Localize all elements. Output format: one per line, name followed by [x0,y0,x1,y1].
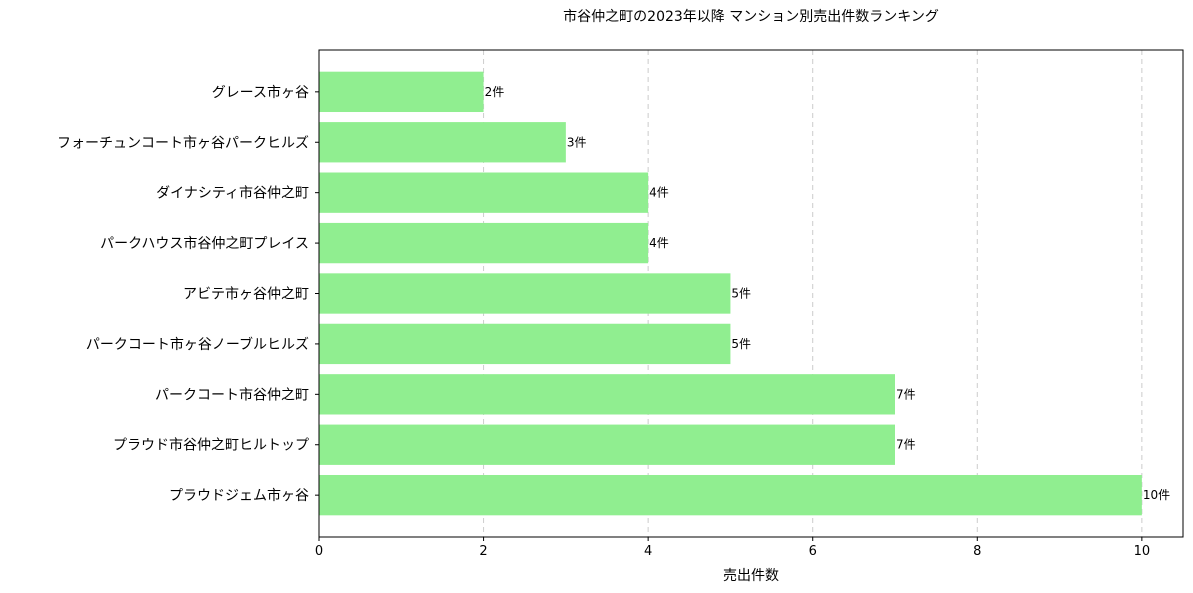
data-label: 3件 [567,135,587,149]
bar [319,374,895,415]
x-tick-label: 0 [315,544,323,559]
x-tick-label: 6 [809,544,817,559]
data-label: 7件 [896,387,916,401]
data-label: 10件 [1143,488,1170,502]
y-tick-label: アビテ市ヶ谷仲之町 [183,286,309,303]
data-label: 5件 [731,287,751,301]
y-tick-label: パークハウス市谷仲之町プレイス [100,235,309,252]
x-tick-label: 10 [1134,544,1151,559]
x-axis-label: 売出件数 [723,568,779,584]
y-tick-label: プラウド市谷仲之町ヒルトップ [113,437,309,454]
bar [319,273,731,314]
data-label: 5件 [731,337,751,351]
bar [319,474,1142,516]
y-tick-label: グレース市ヶ谷 [212,84,309,101]
y-tick-label: パークコート市谷仲之町 [155,386,309,403]
bar [319,122,566,163]
data-label: 2件 [485,85,505,99]
bar [319,71,484,113]
data-label: 7件 [896,438,916,452]
data-label: 4件 [649,186,669,200]
bar [319,172,649,213]
x-tick-label: 2 [479,544,487,559]
y-tick-label: ダイナシティ市谷仲之町 [156,185,309,202]
chart-title: 市谷仲之町の2023年以降 マンション別売出件数ランキング [563,8,939,25]
bar [319,222,649,264]
bar [319,424,895,465]
data-label: 4件 [649,236,669,250]
bar [319,323,731,365]
x-tick-label: 4 [644,544,652,559]
y-tick-label: プラウドジェム市ヶ谷 [169,487,309,504]
y-tick-label: パークコート市ヶ谷ノーブルヒルズ [86,336,309,353]
y-tick-label: フォーチュンコート市ヶ谷パークヒルズ [57,134,309,151]
x-tick-label: 8 [973,544,981,559]
